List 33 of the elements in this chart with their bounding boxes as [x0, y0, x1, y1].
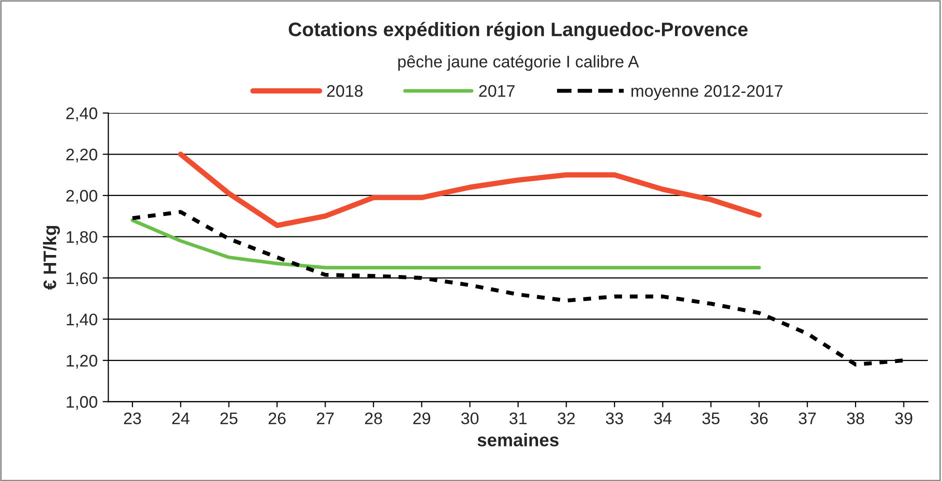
x-tick-label: 29 [413, 412, 430, 424]
x-tick-label: 24 [172, 412, 190, 424]
x-tick-label: 27 [316, 412, 334, 424]
y-tick-label: 1,60 [66, 272, 98, 286]
x-axis-title: semaines [478, 433, 559, 446]
x-tick-label: 23 [124, 412, 141, 424]
y-tick-label: 2,00 [66, 190, 98, 204]
x-tick-label: 32 [558, 412, 575, 424]
x-tick-label: 37 [798, 412, 816, 424]
y-axis-title: € HT/kg [43, 226, 60, 290]
x-tick-label: 36 [750, 412, 768, 424]
y-tick-label: 2,20 [66, 148, 98, 162]
y-tick-label: 1,80 [66, 231, 98, 245]
x-tick-label: 25 [220, 412, 238, 424]
x-tick-label: 33 [606, 412, 624, 424]
legend-label: 2017 [479, 85, 515, 97]
y-tick-label: 1,00 [66, 396, 98, 410]
x-tick-label: 31 [509, 412, 527, 424]
x-tick-label: 30 [461, 412, 479, 424]
x-tick-label: 38 [846, 412, 864, 424]
y-tick-label: 1,40 [66, 314, 98, 328]
x-tick-label: 34 [654, 412, 672, 424]
x-tick-label: 26 [268, 412, 286, 424]
y-tick-label: 1,20 [66, 354, 98, 369]
x-tick-label: 39 [895, 412, 912, 424]
y-tick-label: 2,40 [66, 107, 98, 122]
line-series [130, 218, 761, 270]
chart-subtitle: pêche jaune catégorie I calibre A [398, 55, 639, 71]
x-tick-label: 35 [702, 412, 720, 424]
legend-label: moyenne 2012-2017 [632, 85, 782, 100]
legend-label: 2018 [327, 85, 363, 97]
chart-title: Cotations expédition région Languedoc-Provence [288, 22, 748, 40]
x-tick-label: 28 [365, 412, 382, 424]
